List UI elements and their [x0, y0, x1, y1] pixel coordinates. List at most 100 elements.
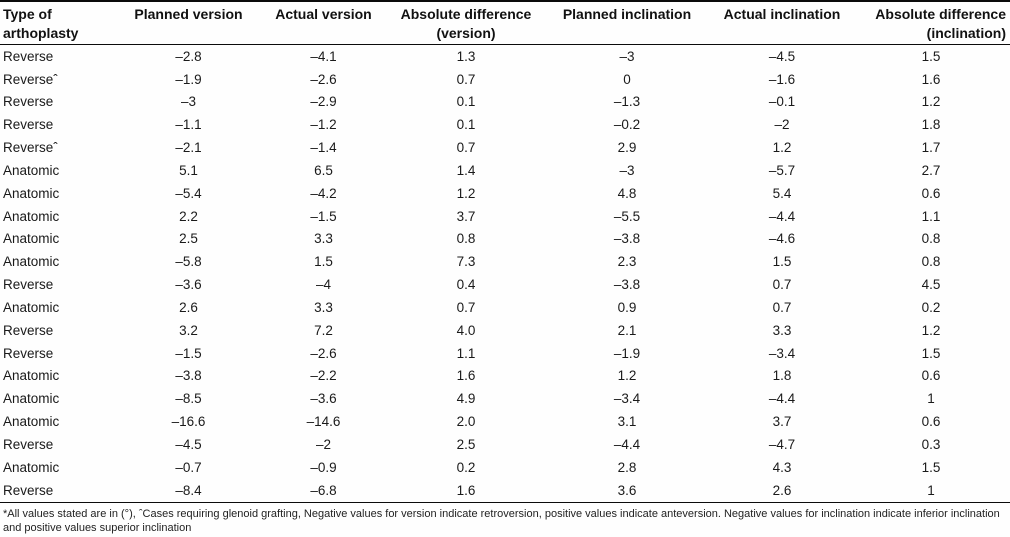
cell-value: 0.8: [456, 231, 476, 247]
header-line: Planned version: [134, 6, 243, 22]
cell-value: 0.8: [921, 231, 941, 247]
header-line: (inclination): [926, 24, 1006, 41]
cell-value: –0.1: [768, 94, 796, 110]
cell-value: 3.7: [772, 414, 792, 430]
cell-value: –2.6: [310, 345, 337, 361]
cell-value: 0.1: [456, 94, 476, 110]
cell-value: –5.5: [613, 208, 641, 224]
header-line: Actual version: [275, 6, 372, 22]
cell-value: 1.3: [456, 48, 476, 64]
table-row: Anatomic –8.5 –3.6 4.9 –3.4 –4.4 1: [0, 388, 1010, 411]
cell-value: –4.4: [768, 391, 796, 407]
cell-value: –5.7: [768, 162, 796, 178]
col-header-planned-inclination: Planned inclination: [542, 1, 712, 45]
cell-arthroplasty-type: Reverse: [3, 345, 54, 361]
cell-value: 0.2: [456, 459, 476, 475]
cell-arthroplasty-type: Anatomic: [3, 391, 60, 407]
cell-value: –16.6: [171, 414, 206, 430]
table-row: Anatomic 5.1 6.5 1.4 –3 –5.7 2.7: [0, 159, 1010, 182]
cell-value: –2.8: [175, 48, 202, 64]
header-line: (version): [436, 24, 496, 41]
cell-value: 2.7: [921, 162, 941, 178]
table-row: Anatomic 2.6 3.3 0.7 0.9 0.7 0.2: [0, 296, 1010, 319]
cell-value: –4.4: [768, 208, 796, 224]
cell-value: –4.7: [768, 437, 796, 453]
cell-value: 5.4: [772, 185, 792, 201]
cell-value: –1.4: [310, 140, 337, 156]
cell-value: 2.9: [617, 140, 637, 156]
header-row: Type of arthoplasty Planned version Actu…: [0, 1, 1010, 45]
cell-value: –2: [315, 437, 332, 453]
cell-arthroplasty-type: Reverseˆ: [3, 71, 58, 87]
table-row: Reverse –1.1 –1.2 0.1 –0.2 –2 1.8: [0, 114, 1010, 137]
cell-value: 1.4: [456, 162, 476, 178]
cell-value: 2.5: [179, 231, 198, 247]
cell-value: 4.8: [617, 185, 637, 201]
cell-value: 1.2: [617, 368, 637, 384]
cell-value: 2.5: [456, 437, 476, 453]
cell-value: –3: [180, 94, 197, 110]
table-body: Reverse –2.8 –4.1 1.3 –3 –4.5 1.5 Reverseˆ –1.9 –…: [0, 45, 1010, 503]
cell-value: –0.2: [613, 117, 641, 133]
table-row: Anatomic –5.4 –4.2 1.2 4.8 5.4 0.6: [0, 182, 1010, 205]
cell-value: 1.1: [456, 345, 476, 361]
cell-value: 1.5: [921, 345, 941, 361]
cell-value: 1.6: [456, 368, 476, 384]
cell-value: 1.2: [921, 94, 941, 110]
cell-arthroplasty-type: Anatomic: [3, 254, 60, 270]
cell-value: –0.9: [310, 459, 337, 475]
cell-value: –1.3: [613, 94, 641, 110]
cell-value: –4.4: [613, 437, 641, 453]
cell-arthroplasty-type: Reverse: [3, 437, 54, 453]
cell-value: –4: [315, 277, 332, 293]
cell-value: 0.9: [617, 299, 637, 315]
cell-value: 2.6: [772, 482, 792, 498]
cell-value: –2.6: [310, 71, 337, 87]
cell-value: 1.2: [456, 185, 476, 201]
cell-arthroplasty-type: Anatomic: [3, 162, 60, 178]
cell-value: 0.7: [772, 277, 792, 293]
table-row: Anatomic –0.7 –0.9 0.2 2.8 4.3 1.5: [0, 456, 1010, 479]
table-row: Reverseˆ –2.1 –1.4 0.7 2.9 1.2 1.7: [0, 136, 1010, 159]
cell-value: –5.8: [175, 254, 202, 270]
cell-value: 0.7: [456, 299, 476, 315]
cell-value: 2.8: [617, 459, 637, 475]
cell-value: –2: [774, 117, 790, 133]
cell-value: 0: [623, 71, 631, 87]
cell-value: 1: [927, 482, 935, 498]
cell-value: 4.9: [456, 391, 476, 407]
cell-value: –3: [619, 162, 635, 178]
cell-arthroplasty-type: Anatomic: [3, 368, 60, 384]
table-row: Reverse –1.5 –2.6 1.1 –1.9 –3.4 1.5: [0, 342, 1010, 365]
cell-value: 2.6: [179, 299, 198, 315]
cell-value: –4.2: [310, 185, 337, 201]
cell-value: 0.7: [456, 71, 476, 87]
header-line: Absolute difference: [400, 6, 532, 22]
table-row: Anatomic –3.8 –2.2 1.6 1.2 1.8 0.6: [0, 365, 1010, 388]
cell-value: 3.3: [314, 299, 333, 315]
cell-arthroplasty-type: Anatomic: [3, 299, 60, 315]
cell-value: 0.6: [921, 368, 941, 384]
cell-value: –2.2: [310, 368, 337, 384]
cell-value: –4.1: [310, 48, 337, 64]
cell-value: 2.1: [617, 322, 637, 338]
cell-value: 0.8: [921, 254, 941, 270]
col-header-absolute-difference-inclination: Absolute difference (inclination): [852, 1, 1010, 45]
cell-value: –4.6: [768, 231, 796, 247]
cell-value: 1.5: [921, 459, 941, 475]
cell-value: 1.5: [921, 48, 941, 64]
cell-value: 3.1: [617, 414, 637, 430]
cell-value: 1.6: [456, 482, 476, 498]
cell-value: –3.4: [768, 345, 796, 361]
cell-arthroplasty-type: Reverse: [3, 277, 54, 293]
cell-arthroplasty-type: Reverse: [3, 322, 54, 338]
cell-arthroplasty-type: Anatomic: [3, 208, 60, 224]
cell-value: 7.3: [456, 254, 476, 270]
table-row: Reverseˆ –1.9 –2.6 0.7 0 –1.6 1.6: [0, 68, 1010, 91]
cell-arthroplasty-type: Anatomic: [3, 459, 60, 475]
cell-value: 6.5: [314, 162, 333, 178]
cell-value: 3.2: [179, 322, 198, 338]
header-line: arthoplasty: [3, 24, 79, 41]
cell-value: 3.6: [617, 482, 637, 498]
cell-value: 1.2: [772, 140, 792, 156]
